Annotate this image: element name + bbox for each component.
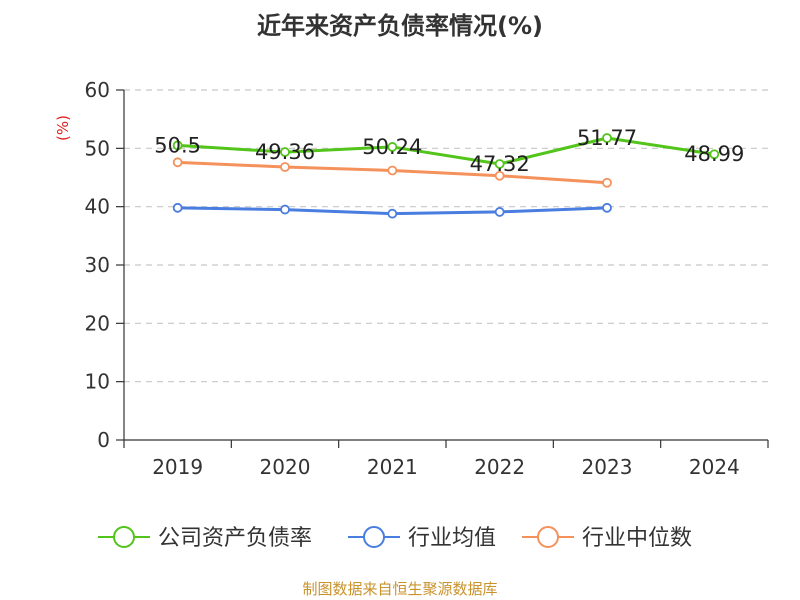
legend-marker <box>537 526 559 548</box>
legend-label: 公司资产负债率 <box>158 526 312 551</box>
y-tick-label: 10 <box>85 370 110 394</box>
data-label: 51.77 <box>577 126 637 150</box>
legend-marker <box>113 526 135 548</box>
legend-item[interactable]: 行业均值 <box>348 526 496 551</box>
source-note: 制图数据来自恒生聚源数据库 <box>302 580 498 598</box>
series-line <box>177 136 715 166</box>
legend[interactable]: 公司资产负债率 行业均值 行业中位数 <box>98 526 692 551</box>
legend-item[interactable]: 行业中位数 <box>522 526 692 551</box>
legend-label: 行业中位数 <box>582 526 692 551</box>
x-tick-label: 2023 <box>582 455 633 479</box>
data-label: 50.5 <box>154 133 201 157</box>
data-point <box>602 177 612 188</box>
data-label: 48.99 <box>684 142 744 166</box>
data-point <box>387 165 398 176</box>
data-point <box>602 133 612 143</box>
series-lines <box>172 133 720 219</box>
y-tick-label: 20 <box>85 311 110 335</box>
data-point <box>494 170 505 181</box>
axes: 0 10 20 30 40 50 60 2019 2020 2021 2022 2023 2024 <box>85 78 769 479</box>
x-tick-label: 2022 <box>474 455 525 479</box>
x-tick-label: 2024 <box>689 455 740 479</box>
chart-title: 近年来资产负债率情况(%) <box>257 12 543 40</box>
data-point <box>172 140 183 151</box>
y-tick-label: 50 <box>85 136 110 160</box>
data-point <box>172 202 183 213</box>
data-label: 49.36 <box>255 140 315 164</box>
data-point <box>602 202 612 213</box>
y-axis-unit-label: (%) <box>54 115 72 141</box>
data-labels: 50.5 49.36 50.24 47.32 51.77 48.99 <box>154 126 744 176</box>
data-label: 47.32 <box>470 152 530 176</box>
data-point <box>280 204 290 215</box>
gridlines <box>124 89 768 383</box>
x-tick-label: 2020 <box>260 455 311 479</box>
legend-item[interactable]: 公司资产负债率 <box>98 526 312 551</box>
data-point <box>387 208 398 219</box>
y-tick-label: 30 <box>85 253 110 277</box>
legend-label: 行业均值 <box>408 526 496 551</box>
x-tick-label: 2021 <box>367 455 418 479</box>
data-label: 50.24 <box>362 135 422 159</box>
data-point <box>709 149 720 160</box>
y-tick-label: 60 <box>85 78 110 102</box>
y-tick-label: 40 <box>85 195 110 219</box>
data-point <box>172 157 183 168</box>
legend-marker <box>363 526 385 548</box>
data-point <box>494 159 505 169</box>
data-point <box>280 147 290 157</box>
data-point <box>494 207 505 217</box>
y-tick-label: 0 <box>97 428 110 452</box>
x-tick-label: 2019 <box>152 455 203 479</box>
data-point <box>387 142 398 152</box>
data-point <box>280 162 290 172</box>
